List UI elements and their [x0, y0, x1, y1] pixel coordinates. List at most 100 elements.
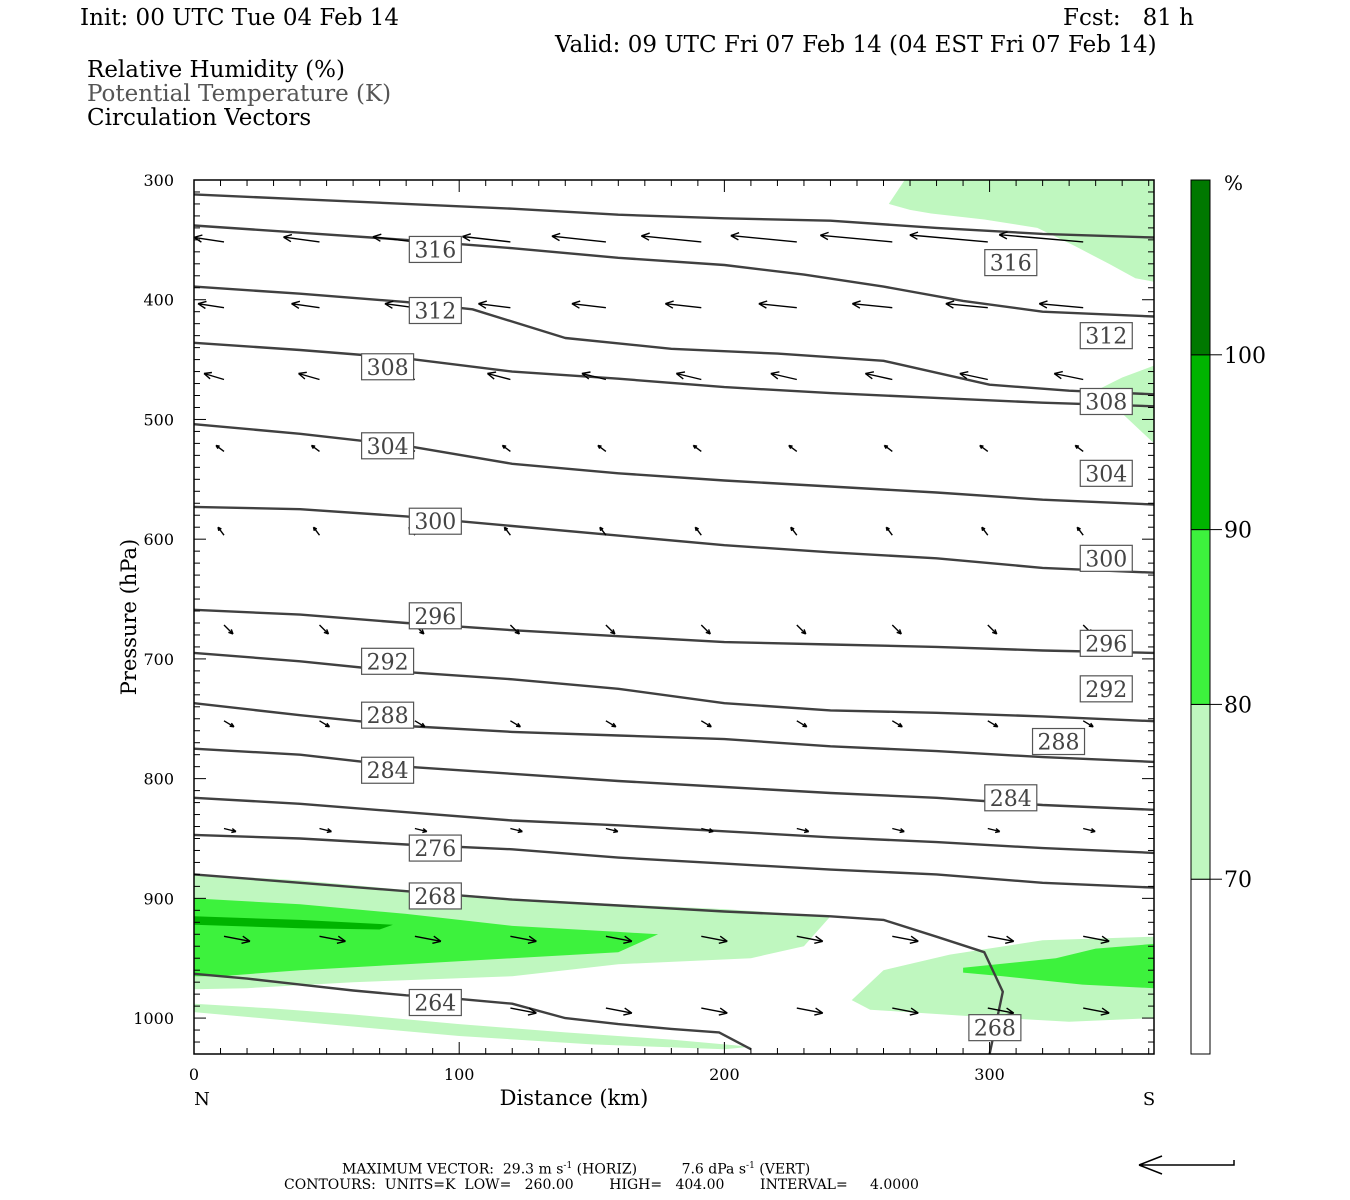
vector-arrow [883, 444, 893, 452]
theta-line-320 [193, 193, 1155, 239]
theta-label-box-288-0 [360, 701, 415, 729]
vector-arrow [319, 827, 332, 834]
vector-arrow [701, 1007, 728, 1016]
colorbar-label: 90 [1224, 519, 1252, 544]
theta-label-304-1: 304 [1085, 462, 1127, 487]
vector-arrow [885, 526, 893, 536]
theta-label-312-0: 312 [414, 300, 456, 325]
theta-label-box-292-0 [360, 647, 415, 675]
field-rh: Relative Humidity (%) [87, 57, 345, 83]
vector-arrow [571, 300, 606, 309]
rh-surface-70 [194, 1003, 751, 1050]
theta-label-box-316-0 [408, 235, 462, 264]
theta-label-264-0: 264 [414, 992, 456, 1017]
vector-arrow [694, 526, 702, 536]
vector-arrow [291, 300, 320, 309]
vector-arrow [414, 827, 428, 834]
vector-arrow [987, 935, 1015, 944]
theta-label-276-0: 276 [414, 837, 456, 862]
theta-label-316-0: 316 [414, 238, 456, 263]
x-tick-label: 300 [974, 1065, 1005, 1084]
reference-vector-icon [1138, 1155, 1235, 1175]
vector-arrow [701, 827, 714, 834]
theta-labels: 2642682682762842842882882922922962963003… [360, 235, 1133, 1042]
vector-arrow [312, 526, 321, 536]
vector-arrow [486, 371, 511, 381]
theta-label-box-296-0 [408, 602, 462, 630]
field-theta: Potential Temperature (K) [87, 81, 392, 107]
colorbar-unit: % [1224, 171, 1243, 195]
colorbar-segment [1190, 354, 1211, 531]
vector-arrow [796, 827, 810, 834]
theta-label-box-292-1 [1079, 675, 1133, 703]
theta-label-300-1: 300 [1085, 547, 1127, 572]
theta-label-box-288-1 [1031, 727, 1086, 756]
theta-label-box-304-1 [1079, 459, 1133, 487]
vector-arrow [215, 444, 225, 452]
vector-arrow [892, 827, 905, 834]
x-tick-label: 200 [709, 1065, 740, 1084]
field-vectors: Circulation Vectors [87, 105, 312, 131]
theta-label-296-0: 296 [414, 605, 456, 630]
y-tick-label: 800 [143, 770, 174, 789]
theta-label-268-0: 268 [414, 885, 456, 910]
theta-label-284-0: 284 [367, 759, 409, 784]
theta-label-268-1: 268 [974, 1017, 1016, 1042]
vector-arrow [1082, 720, 1094, 728]
vector-arrow [909, 231, 988, 243]
vector-arrow [223, 935, 251, 944]
vector-arrow [1083, 1007, 1110, 1016]
theta-label-300-0: 300 [414, 510, 456, 535]
theta-label-304-0: 304 [367, 435, 409, 460]
colorbar-label: 80 [1224, 693, 1252, 718]
init-time: Init: 00 UTC Tue 04 Feb 14 [80, 5, 400, 31]
vector-arrow [959, 371, 988, 381]
vector-arrow [605, 827, 619, 834]
vector-arrow [510, 1007, 537, 1016]
theta-label-box-308-1 [1079, 387, 1133, 416]
vector-arrow [605, 624, 616, 635]
vector-arrow [581, 371, 607, 381]
theta-line-312 [193, 285, 1155, 396]
vector-arrow [223, 720, 235, 728]
vector-arrow [864, 371, 893, 381]
x-tick-label: 0 [189, 1065, 199, 1084]
theta-label-box-316-1 [984, 249, 1038, 277]
colorbar-segment [1190, 529, 1211, 705]
vector-arrow [796, 624, 807, 635]
theta-line-268 [193, 873, 1004, 1055]
vector-arrow [501, 444, 511, 452]
vector-arrow [851, 300, 893, 309]
theta-label-288-0: 288 [367, 704, 409, 729]
vector-arrow [700, 720, 712, 728]
vector-arrow [319, 935, 346, 944]
rh-lower-right-80 [963, 943, 1154, 989]
vector-arrow [319, 720, 331, 728]
colorbar-label: 100 [1224, 344, 1266, 369]
colorbar-segment [1190, 703, 1211, 880]
vector-arrow [1053, 370, 1084, 381]
valid-time: Valid: 09 UTC Fri 07 Feb 14 (04 EST Fri … [555, 32, 1157, 58]
vector-arrow [509, 624, 521, 635]
contour-info: CONTOURS: UNITS=K LOW= 260.00 HIGH= 404.… [284, 1177, 919, 1193]
forecast-hour: Fcst: 81 h [1063, 5, 1194, 31]
rh-lower-left-80 [194, 898, 659, 977]
vector-arrow [605, 720, 617, 728]
theta-label-296-1: 296 [1085, 632, 1127, 657]
vector-arrow [675, 371, 702, 381]
theta-label-box-268-0 [408, 882, 462, 910]
vector-arrow [987, 624, 998, 635]
vector-arrow [1083, 827, 1096, 834]
colorbar-segment [1190, 878, 1211, 1055]
theta-label-box-268-1 [968, 1014, 1022, 1042]
theta-label-box-300-0 [408, 507, 462, 535]
theta-label-316-1: 316 [990, 252, 1032, 277]
theta-line-316 [193, 224, 1155, 318]
theta-label-box-284-1 [984, 784, 1038, 812]
vector-arrow [1038, 300, 1084, 309]
vector-arrow [223, 624, 234, 635]
theta-label-308-0: 308 [367, 356, 409, 381]
theta-label-box-264-0 [408, 988, 462, 1017]
rh-fill-layer [194, 180, 1154, 1050]
vector-arrow [510, 827, 523, 834]
